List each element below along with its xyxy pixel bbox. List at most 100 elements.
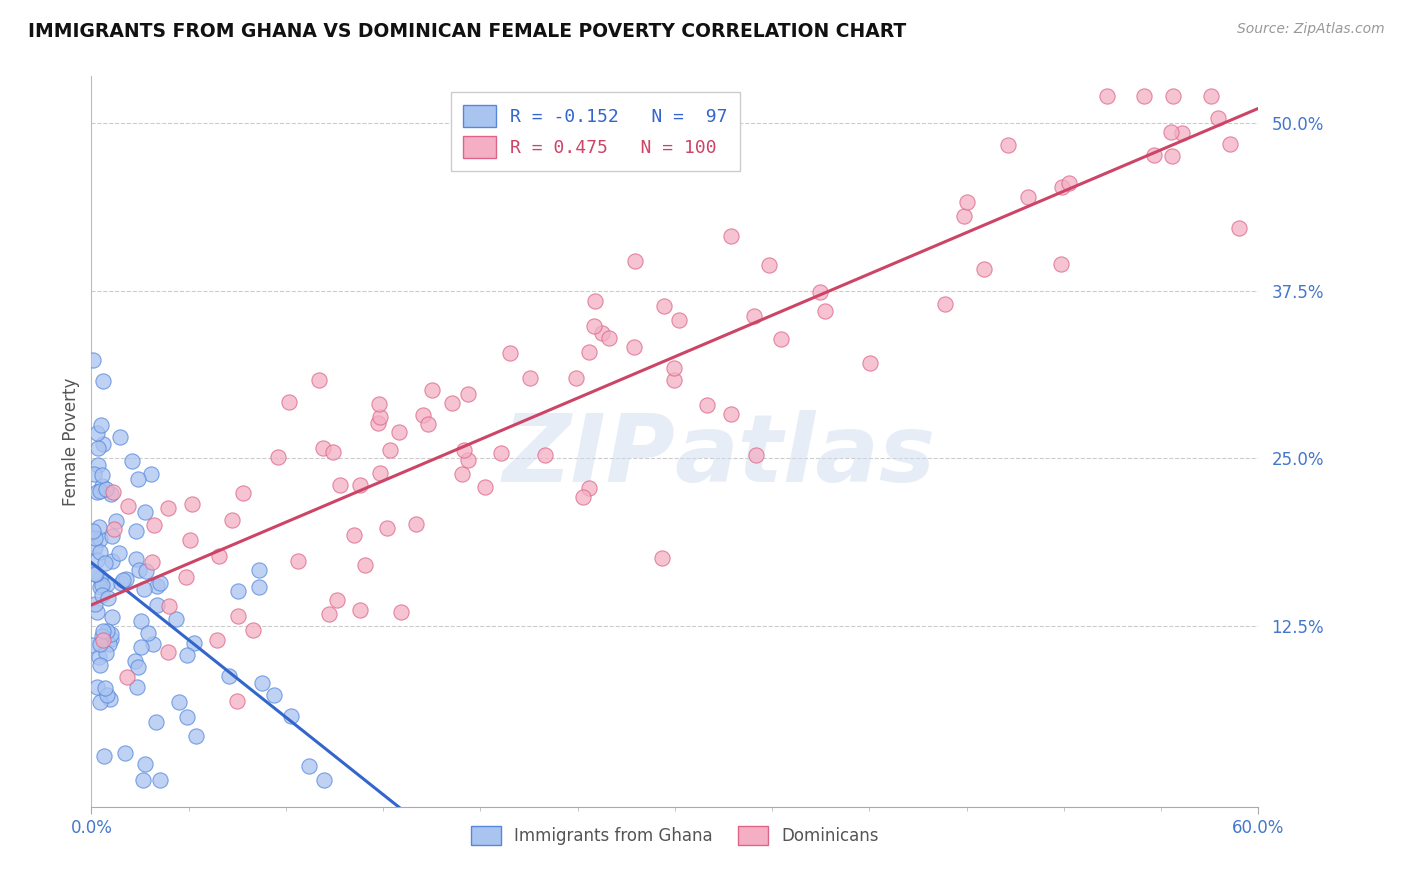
Point (565, 370, 588, 384)
Point (142, 518, 165, 533)
Point (389, 605, 412, 619)
Point (758, 258, 780, 272)
Point (96, 482, 118, 496)
Point (1133, 89, 1156, 103)
Point (114, 747, 136, 761)
Point (578, 481, 600, 495)
Point (89, 571, 111, 585)
Point (578, 345, 600, 359)
Point (418, 417, 440, 431)
Point (696, 398, 718, 412)
Point (367, 397, 389, 411)
Point (263, 689, 285, 703)
Point (101, 529, 124, 543)
Point (96, 624, 118, 639)
Point (1219, 137, 1241, 152)
Point (179, 533, 201, 548)
Point (129, 614, 152, 628)
Point (142, 637, 165, 651)
Point (318, 607, 340, 621)
Point (1206, 112, 1229, 126)
Point (149, 773, 172, 788)
Point (814, 303, 837, 318)
Point (247, 563, 270, 577)
Point (91, 374, 114, 388)
Point (176, 710, 198, 724)
Point (157, 645, 180, 659)
Point (82, 638, 104, 652)
Point (91, 632, 114, 647)
Point (157, 599, 180, 613)
Point (94, 646, 117, 660)
Point (86, 680, 108, 694)
Point (156, 500, 179, 515)
Point (652, 299, 675, 313)
Point (82, 353, 104, 368)
Point (100, 487, 122, 501)
Point (90, 588, 112, 602)
Point (349, 477, 371, 491)
Legend: Immigrants from Ghana, Dominicans: Immigrants from Ghana, Dominicans (463, 818, 887, 854)
Point (91, 629, 114, 643)
Point (664, 373, 686, 387)
Point (405, 516, 427, 531)
Point (86, 605, 108, 619)
Point (312, 773, 335, 788)
Point (127, 472, 149, 486)
Point (720, 407, 742, 421)
Point (859, 356, 882, 370)
Point (167, 695, 190, 709)
Point (100, 632, 122, 646)
Point (91, 437, 114, 451)
Point (277, 395, 299, 409)
Point (368, 409, 391, 424)
Point (110, 575, 132, 590)
Point (221, 513, 243, 527)
Point (146, 579, 169, 593)
Point (84, 540, 107, 554)
Point (412, 409, 434, 423)
Point (141, 555, 163, 569)
Point (769, 332, 792, 346)
Point (141, 467, 163, 482)
Point (82, 524, 104, 538)
Point (742, 309, 765, 323)
Point (1017, 190, 1039, 204)
Point (98, 691, 121, 706)
Point (96, 688, 118, 702)
Point (375, 521, 398, 535)
Point (250, 676, 273, 690)
Point (598, 331, 620, 345)
Point (149, 576, 172, 591)
Point (1160, 125, 1182, 139)
Point (1199, 89, 1222, 103)
Point (378, 442, 401, 457)
Point (86, 553, 108, 567)
Point (100, 554, 122, 568)
Point (208, 549, 231, 563)
Point (127, 660, 149, 674)
Point (124, 654, 146, 668)
Point (242, 623, 264, 637)
Point (89, 520, 111, 534)
Point (146, 599, 169, 613)
Point (441, 396, 464, 410)
Point (585, 294, 607, 309)
Point (89, 636, 111, 650)
Point (808, 285, 831, 299)
Point (664, 361, 686, 376)
Point (668, 313, 690, 327)
Point (89, 533, 111, 547)
Point (232, 485, 254, 500)
Point (125, 552, 148, 566)
Point (368, 466, 391, 480)
Point (388, 425, 411, 440)
Point (124, 524, 146, 538)
Point (86, 425, 108, 440)
Point (129, 640, 152, 654)
Point (101, 609, 124, 624)
Point (934, 296, 956, 310)
Point (134, 505, 156, 519)
Point (132, 582, 155, 596)
Point (100, 627, 122, 641)
